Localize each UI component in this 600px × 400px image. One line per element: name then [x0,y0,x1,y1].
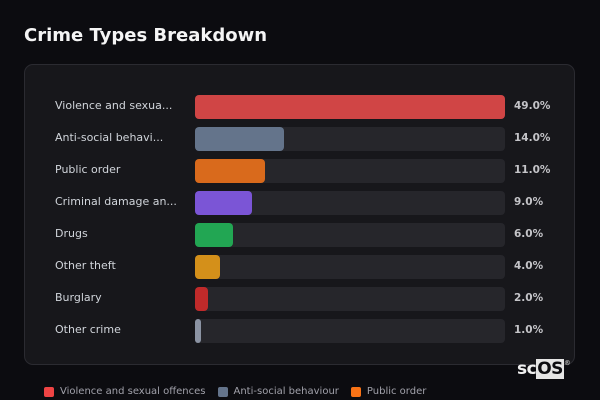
bar-value: 4.0% [514,260,544,272]
logo-text-right: OS [536,359,564,379]
bar-row-burglary: Burglary 2.0% [25,287,574,311]
bar-label: Burglary [55,291,102,304]
logo-text-left: sc [517,359,537,379]
bar-value: 11.0% [514,164,551,176]
bar-track [195,287,505,311]
bar-value: 1.0% [514,324,544,336]
bar-track [195,95,505,119]
bar-row-other-crime: Other crime 1.0% [25,319,574,343]
bar-label: Other crime [55,323,121,336]
legend-swatch [44,386,54,397]
chart-card: Violence and sexua... 49.0% Anti-social … [24,64,575,365]
bar-track [195,159,505,183]
bar-fill[interactable] [195,95,505,119]
bar-track [195,255,505,279]
bar-fill[interactable] [195,127,284,151]
legend-item-public-order[interactable]: Public order [350,386,427,397]
bar-value: 6.0% [514,228,544,240]
bar-track [195,319,505,343]
bar-value: 9.0% [514,196,544,208]
chart-title: Crime Types Breakdown [24,25,268,46]
bar-label: Violence and sexua... [55,99,173,112]
bar-row-drugs: Drugs 6.0% [25,223,574,247]
bar-fill[interactable] [195,319,202,343]
bar-label: Drugs [55,227,88,240]
bar-label: Public order [55,163,121,176]
bar-fill[interactable] [195,287,208,311]
bar-row-violence: Violence and sexua... 49.0% [25,95,574,119]
bar-row-public-order: Public order 11.0% [25,159,574,183]
bar-label: Criminal damage an... [55,195,177,208]
bar-row-other-theft: Other theft 4.0% [25,255,574,279]
bar-row-anti-social: Anti-social behavi... 14.0% [25,127,574,151]
watermark-logo: scOS® [517,359,571,379]
bar-label: Other theft [55,259,116,272]
bar-fill[interactable] [195,159,265,183]
legend-swatch [217,386,228,397]
bar-row-criminal-damage: Criminal damage an... 9.0% [25,191,574,215]
legend-label: Public order [366,386,427,397]
bar-fill[interactable] [195,223,233,247]
bar-track [195,223,505,247]
chart-legend: Violence and sexual offences Anti-social… [44,386,426,397]
bar-value: 49.0% [514,100,551,112]
legend-item-violence[interactable]: Violence and sexual offences [44,386,206,397]
bar-value: 14.0% [514,132,551,144]
legend-label: Violence and sexual offences [60,386,206,397]
bar-fill[interactable] [195,255,221,279]
bar-track [195,127,505,151]
bar-label: Anti-social behavi... [55,131,164,144]
registered-mark-icon: ® [563,359,571,367]
legend-swatch [350,386,361,397]
bar-track [195,191,505,215]
legend-label: Anti-social behaviour [233,386,339,397]
legend-item-anti-social[interactable]: Anti-social behaviour [217,386,339,397]
bar-fill[interactable] [195,191,252,215]
bar-value: 2.0% [514,292,544,304]
